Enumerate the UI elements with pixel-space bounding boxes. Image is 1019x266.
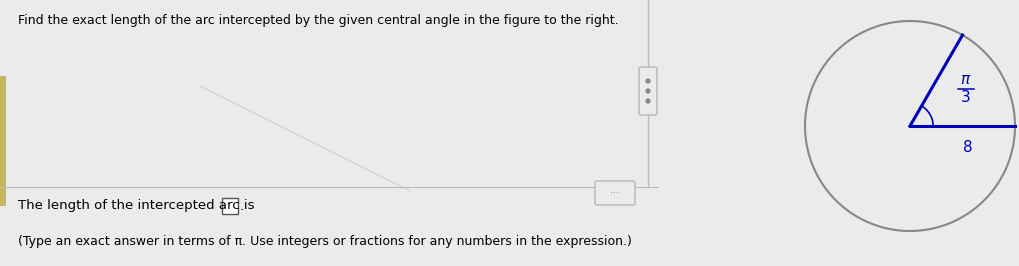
Text: (Type an exact answer in terms of π. Use integers or fractions for any numbers i: (Type an exact answer in terms of π. Use…	[18, 235, 632, 248]
FancyBboxPatch shape	[639, 67, 657, 115]
FancyBboxPatch shape	[595, 181, 635, 205]
Circle shape	[646, 79, 650, 83]
Text: ···: ···	[610, 188, 620, 198]
Text: The length of the intercepted arc is: The length of the intercepted arc is	[18, 200, 255, 213]
Text: $\pi$: $\pi$	[960, 72, 972, 87]
FancyBboxPatch shape	[222, 198, 238, 214]
Text: 3: 3	[961, 90, 971, 105]
FancyBboxPatch shape	[0, 76, 6, 206]
Text: .: .	[240, 200, 245, 213]
Circle shape	[646, 99, 650, 103]
Text: 8: 8	[963, 140, 972, 155]
Circle shape	[646, 89, 650, 93]
Text: Find the exact length of the arc intercepted by the given central angle in the f: Find the exact length of the arc interce…	[18, 14, 619, 27]
